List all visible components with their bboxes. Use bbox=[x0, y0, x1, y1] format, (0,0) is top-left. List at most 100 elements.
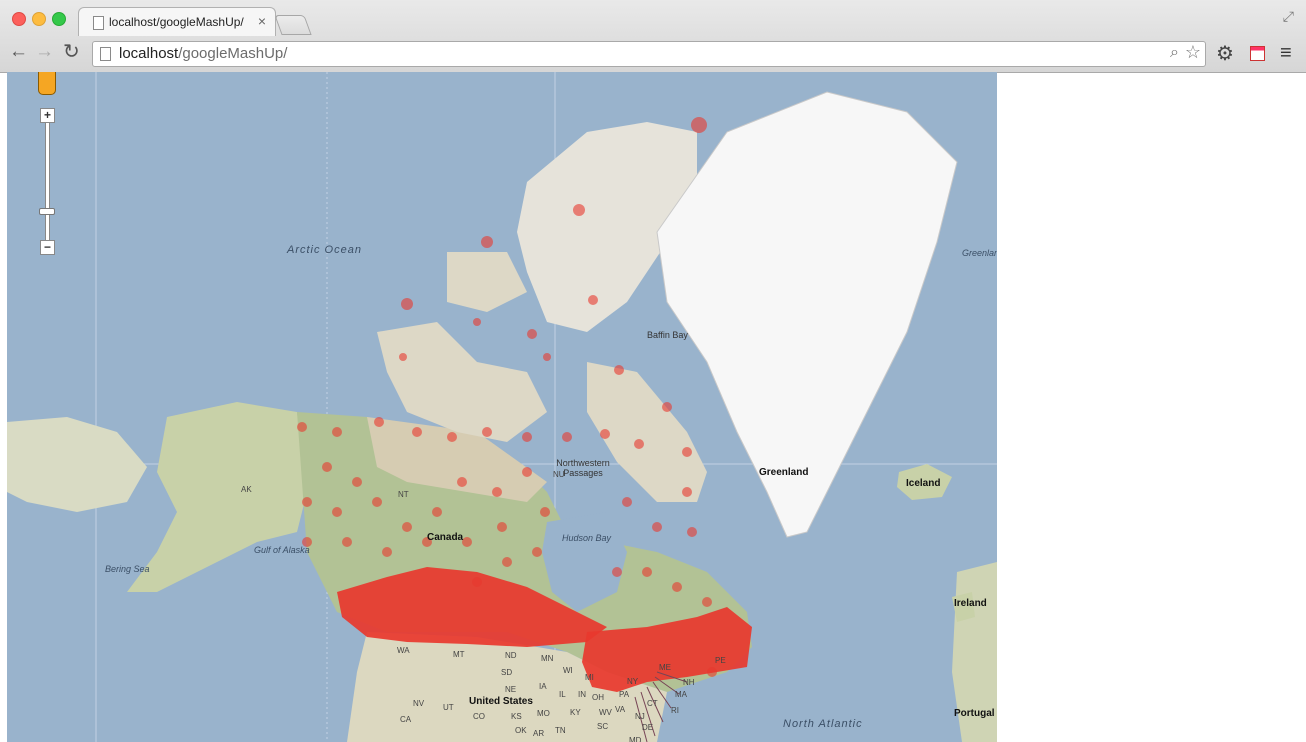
extension-icon[interactable] bbox=[1250, 46, 1265, 61]
label-gulf-of-alaska: Gulf of Alaska bbox=[254, 545, 310, 555]
marker bbox=[532, 547, 542, 557]
marker bbox=[447, 432, 457, 442]
marker bbox=[687, 527, 697, 537]
address-bar[interactable]: localhost/googleMashUp/ ⌕ ☆ bbox=[92, 41, 1206, 67]
minimize-window-button[interactable] bbox=[32, 12, 46, 26]
label-nu: NU bbox=[553, 470, 565, 479]
close-window-button[interactable] bbox=[12, 12, 26, 26]
marker bbox=[672, 582, 682, 592]
marker bbox=[401, 298, 413, 310]
label-ireland: Ireland bbox=[954, 598, 987, 609]
label-canada: Canada bbox=[427, 532, 464, 543]
marker bbox=[297, 422, 307, 432]
land-baffin-island bbox=[587, 362, 707, 502]
marker bbox=[342, 537, 352, 547]
marker bbox=[412, 427, 422, 437]
marker bbox=[691, 117, 707, 133]
label-united-states: United States bbox=[469, 696, 533, 707]
map-canvas bbox=[7, 72, 997, 742]
marker bbox=[422, 537, 432, 547]
street-view-pegman-icon[interactable] bbox=[38, 72, 56, 95]
label-state: NE bbox=[505, 685, 517, 694]
marker bbox=[492, 487, 502, 497]
label-state: PE bbox=[715, 656, 726, 665]
label-state: CA bbox=[400, 715, 412, 724]
label-state: MT bbox=[453, 650, 465, 659]
marker bbox=[642, 567, 652, 577]
zoom-in-button[interactable]: + bbox=[40, 108, 55, 123]
label-state: OK bbox=[515, 726, 527, 735]
url-text[interactable]: localhost/googleMashUp/ bbox=[119, 45, 287, 62]
back-button[interactable]: ← bbox=[9, 41, 28, 62]
label-state: WI bbox=[563, 666, 573, 675]
bookmark-star-icon[interactable]: ☆ bbox=[1184, 42, 1201, 62]
marker bbox=[502, 557, 512, 567]
zoom-icon[interactable]: ⌕ bbox=[1170, 44, 1179, 61]
browser-tab[interactable]: localhost/googleMashUp/ × bbox=[78, 7, 276, 36]
marker bbox=[522, 432, 532, 442]
url-path: /googleMashUp/ bbox=[178, 45, 288, 62]
marker bbox=[497, 522, 507, 532]
marker bbox=[562, 432, 572, 442]
fullscreen-icon[interactable]: ⤢ bbox=[1282, 8, 1294, 24]
label-state: ME bbox=[659, 663, 671, 672]
label-state: WV bbox=[599, 708, 612, 717]
google-map[interactable]: + − Arctic Ocean Baffin Bay Greenland Gr… bbox=[7, 72, 997, 742]
label-state: PA bbox=[619, 690, 630, 699]
tab-close-icon[interactable]: × bbox=[257, 13, 266, 29]
land-iceland bbox=[897, 464, 952, 500]
label-state: MI bbox=[585, 673, 594, 682]
label-iceland: Iceland bbox=[906, 478, 941, 489]
marker bbox=[382, 547, 392, 557]
marker bbox=[372, 497, 382, 507]
label-nt: NT bbox=[398, 490, 409, 499]
marker bbox=[622, 497, 632, 507]
marker bbox=[612, 567, 622, 577]
label-baffin-bay: Baffin Bay bbox=[647, 330, 688, 340]
marker bbox=[707, 667, 717, 677]
marker bbox=[402, 522, 412, 532]
label-state: NY bbox=[627, 677, 639, 686]
settings-gear-icon[interactable]: ⚙ bbox=[1216, 43, 1234, 65]
label-state: NH bbox=[683, 678, 695, 687]
label-state: VA bbox=[615, 705, 626, 714]
marker bbox=[543, 353, 551, 361]
marker bbox=[600, 429, 610, 439]
marker bbox=[588, 295, 598, 305]
forward-button[interactable]: → bbox=[35, 41, 54, 62]
marker-scatter bbox=[297, 117, 717, 677]
marker bbox=[527, 329, 537, 339]
marker bbox=[634, 439, 644, 449]
marker bbox=[682, 447, 692, 457]
marker bbox=[522, 467, 532, 477]
marker bbox=[352, 477, 362, 487]
label-state: NJ bbox=[635, 712, 645, 721]
land-ellesmere-island bbox=[517, 122, 697, 332]
zoom-window-button[interactable] bbox=[52, 12, 66, 26]
marker bbox=[573, 204, 585, 216]
label-state: SC bbox=[597, 722, 609, 731]
marker bbox=[614, 365, 624, 375]
reload-button[interactable]: ↻ bbox=[63, 41, 80, 63]
new-tab-button[interactable] bbox=[274, 15, 312, 35]
label-northwestern-passages: Northwestern Passages bbox=[556, 458, 610, 478]
zoom-slider-thumb[interactable] bbox=[39, 208, 55, 215]
marker bbox=[662, 402, 672, 412]
marker bbox=[482, 427, 492, 437]
land-arctic-islands bbox=[377, 322, 547, 442]
land-small-islands bbox=[447, 252, 527, 312]
zoom-slider-track[interactable] bbox=[45, 122, 50, 242]
marker bbox=[322, 462, 332, 472]
zoom-out-button[interactable]: − bbox=[40, 240, 55, 255]
marker bbox=[302, 537, 312, 547]
menu-icon[interactable]: ≡ bbox=[1280, 42, 1292, 64]
label-state: SD bbox=[501, 668, 513, 677]
label-state: IA bbox=[539, 682, 547, 691]
marker bbox=[457, 477, 467, 487]
land-alaska bbox=[127, 402, 307, 592]
marker bbox=[302, 497, 312, 507]
marker bbox=[332, 427, 342, 437]
label-state: AR bbox=[533, 729, 545, 738]
marker bbox=[432, 507, 442, 517]
marker bbox=[332, 507, 342, 517]
